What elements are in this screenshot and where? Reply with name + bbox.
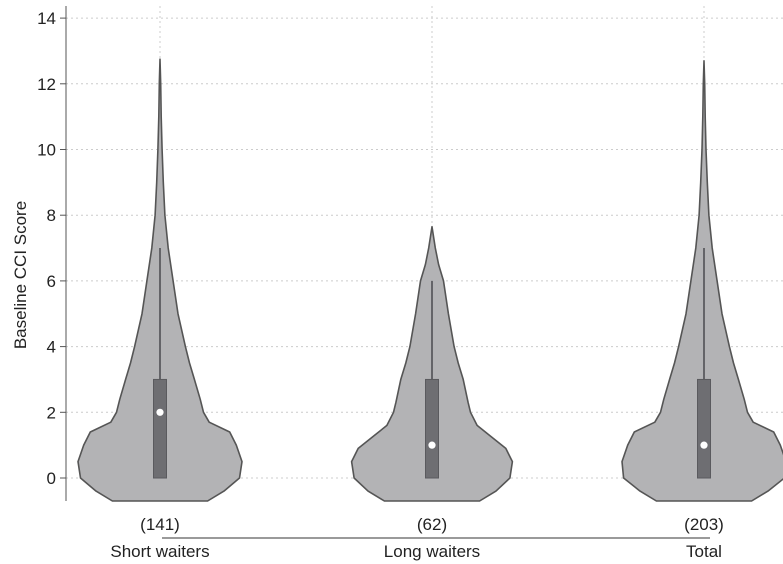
y-tick-label: 6 [47, 272, 56, 291]
y-axis: 0 2 4 6 8 10 12 14 [37, 6, 67, 501]
median-marker [428, 441, 436, 449]
category-labels: (141) Short waiters (62) Long waiters (203) T… [110, 515, 723, 561]
category-name-label: Long waiters [384, 542, 480, 561]
category-count-label: (203) [684, 515, 724, 534]
category-name-label: Short waiters [110, 542, 209, 561]
category-count-label: (141) [140, 515, 180, 534]
y-tick-label: 8 [47, 206, 56, 225]
y-tick-label: 2 [47, 403, 56, 422]
violin-group [350, 225, 514, 502]
iqr-box [153, 378, 167, 479]
violin-group [621, 60, 783, 502]
iqr-box [425, 378, 439, 479]
y-tick-label: 10 [37, 141, 56, 160]
category-count-label: (62) [417, 515, 447, 534]
median-marker [700, 441, 708, 449]
y-tick-label: 12 [37, 75, 56, 94]
category-name-label: Total [686, 542, 722, 561]
violin-group [77, 58, 243, 502]
violin-shape [621, 60, 783, 502]
median-marker [156, 408, 164, 416]
y-tick-label: 4 [47, 338, 56, 357]
y-tick-label: 0 [47, 469, 56, 488]
y-tick-label: 14 [37, 9, 56, 28]
iqr-box [697, 378, 711, 479]
y-axis-title: Baseline CCI Score [11, 201, 30, 349]
violins [77, 58, 783, 502]
